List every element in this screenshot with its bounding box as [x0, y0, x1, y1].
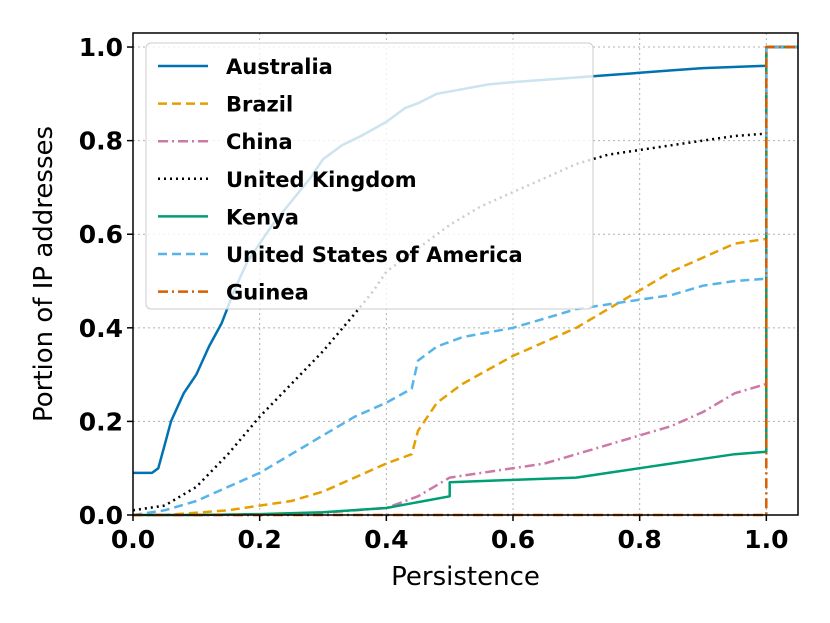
- y-axis-label: Portion of IP addresses: [29, 126, 59, 422]
- series-line-kenya: [133, 45, 798, 517]
- legend-box: [145, 42, 594, 310]
- series-line-guinea: [133, 45, 798, 517]
- legend-label: China: [226, 130, 293, 154]
- x-axis-label: Persistence: [391, 562, 540, 592]
- legend-label: Guinea: [226, 281, 309, 305]
- axis-ticks: 0.0 0.2 0.4 0.6 0.8 1.0 0.0 0.2 0.4 0.6 0.8 1.0: [79, 33, 789, 554]
- legend-label: Kenya: [226, 205, 299, 229]
- legend-label: Australia: [226, 55, 333, 79]
- series-line-brazil: [133, 45, 798, 517]
- y-tick-label: 0.2: [79, 407, 123, 436]
- legend-label: United States of America: [226, 243, 523, 267]
- legend-label: Brazil: [226, 93, 293, 117]
- y-tick-label: 1.0: [79, 33, 123, 62]
- y-tick-label: 0.0: [79, 501, 123, 530]
- legend-label: United Kingdom: [226, 168, 417, 192]
- y-tick-label: 0.4: [79, 314, 123, 343]
- y-tick-label: 0.6: [79, 220, 123, 249]
- series-line-united-states-of-america: [132, 45, 798, 517]
- y-tick-label: 0.8: [79, 127, 123, 156]
- x-tick-label: 0.0: [111, 525, 155, 554]
- x-tick-label: 0.2: [238, 525, 282, 554]
- x-tick-label: 0.6: [491, 525, 535, 554]
- x-tick-label: 0.8: [618, 525, 662, 554]
- plot-frame: [132, 32, 799, 516]
- legend: Australia Brazil China United Kingdom Kenya U…: [145, 42, 594, 310]
- x-tick-label: 1.0: [744, 525, 788, 554]
- x-tick-label: 0.4: [364, 525, 408, 554]
